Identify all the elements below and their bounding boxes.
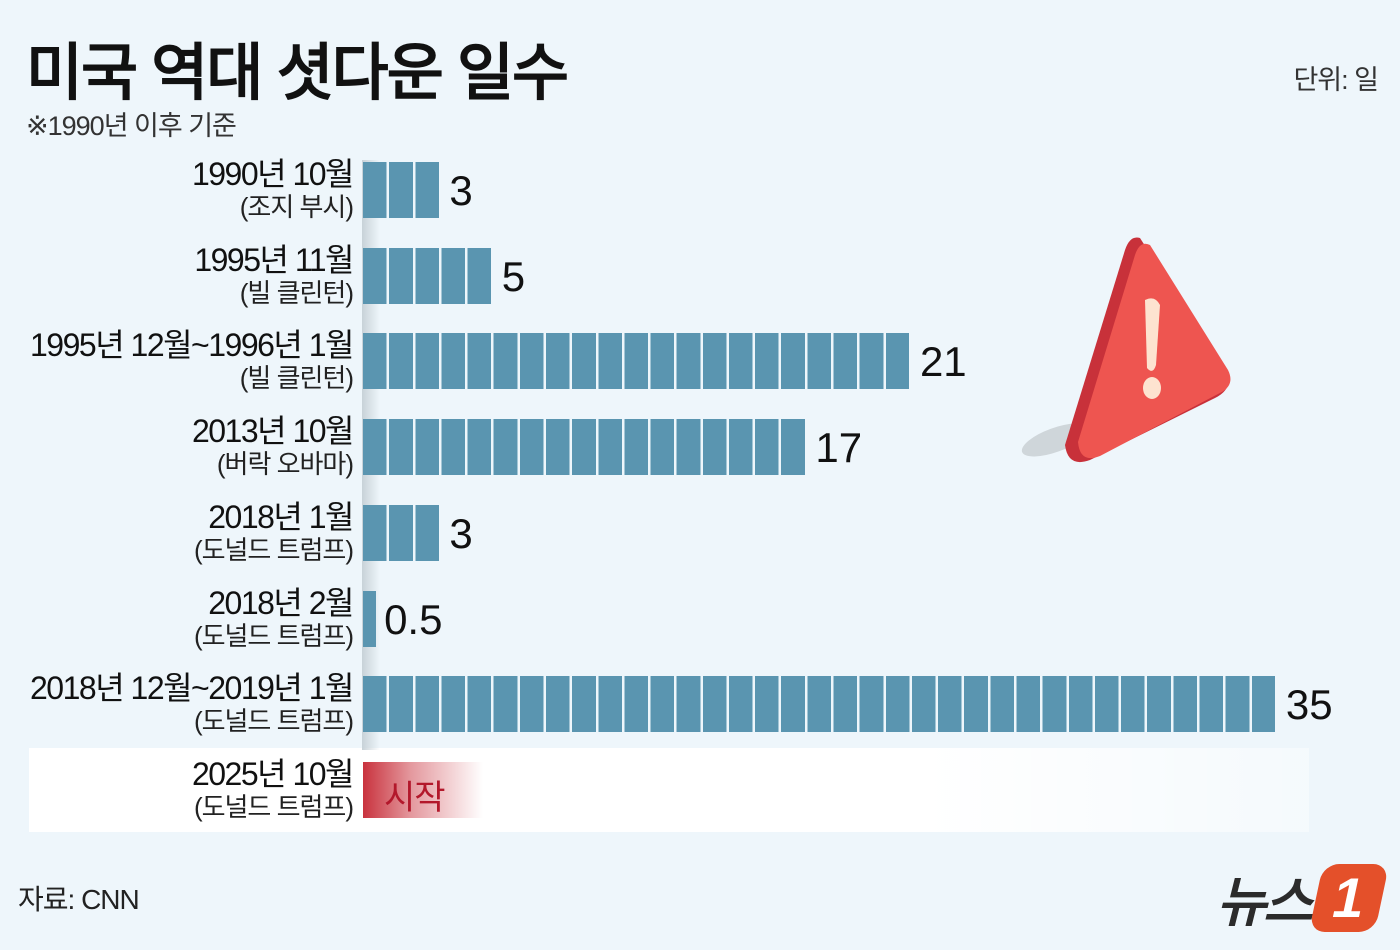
logo-text: 뉴스 xyxy=(1216,873,1313,933)
category-president: (빌 클린턴) xyxy=(239,277,354,308)
data-label: 3 xyxy=(449,509,473,557)
bar xyxy=(363,676,1276,733)
bar xyxy=(363,419,805,476)
category-label: 2018년 12월~2019년 1월 (도널드 트럼프) xyxy=(30,670,355,737)
category-president: (버락 오바마) xyxy=(216,449,354,480)
category-date: 1990년 10월 xyxy=(191,156,355,192)
ongoing-label: 시작 xyxy=(384,779,446,817)
bar xyxy=(363,247,492,304)
chart-subtitle: ※1990년 이후 기준 xyxy=(26,111,237,141)
data-label: 3 xyxy=(449,167,473,214)
category-president: (도널드 트럼프) xyxy=(193,534,354,565)
category-date: 1995년 12월~1996년 1월 xyxy=(30,327,355,364)
category-president: (도널드 트럼프) xyxy=(193,620,354,651)
category-date: 2025년 10월 xyxy=(191,756,355,792)
data-label: 5 xyxy=(501,252,526,300)
category-label: 1995년 12월~1996년 1월 (빌 클린턴) xyxy=(30,327,355,394)
category-date: 2018년 1월 xyxy=(208,498,354,535)
bar xyxy=(363,504,439,561)
category-date: 2018년 12월~2019년 1월 xyxy=(30,670,355,707)
category-date: 2018년 2월 xyxy=(208,584,354,621)
category-label: 1995년 11월 (빌 클린턴) xyxy=(194,241,354,308)
category-president: (빌 클린턴) xyxy=(239,363,354,394)
category-label: 2013년 10월 (버락 오바마) xyxy=(191,413,355,480)
data-label: 0.5 xyxy=(384,595,443,643)
data-label: 17 xyxy=(815,424,863,472)
news1-logo: 뉴스 1 xyxy=(1216,858,1390,937)
bar xyxy=(363,590,377,647)
data-label: 35 xyxy=(1285,681,1333,729)
category-label: 2018년 1월 (도널드 트럼프) xyxy=(193,498,355,565)
warning-triangle-icon xyxy=(1021,237,1231,463)
category-president: (도널드 트럼프) xyxy=(193,706,354,737)
category-president: (도널드 트럼프) xyxy=(193,792,354,822)
category-label: 2018년 2월 (도널드 트럼프) xyxy=(193,584,355,651)
current-row-highlight xyxy=(29,748,1309,832)
category-president: (조지 부시) xyxy=(239,192,354,222)
ongoing-bar xyxy=(363,762,483,818)
bar xyxy=(363,162,439,218)
data-label: 21 xyxy=(919,338,967,386)
chart-title: 미국 역대 셧다운 일수 xyxy=(26,39,569,108)
category-label: 1990년 10월 (조지 부시) xyxy=(191,156,355,222)
category-date: 1995년 11월 xyxy=(194,241,354,278)
category-date: 2013년 10월 xyxy=(191,413,355,450)
logo-mark: 1 xyxy=(1308,863,1390,932)
source-label: 자료: CNN xyxy=(18,884,140,915)
category-label-current: 2025년 10월 (도널드 트럼프) xyxy=(191,756,355,822)
bar xyxy=(363,333,910,390)
unit-label: 단위: 일 xyxy=(1293,65,1379,95)
